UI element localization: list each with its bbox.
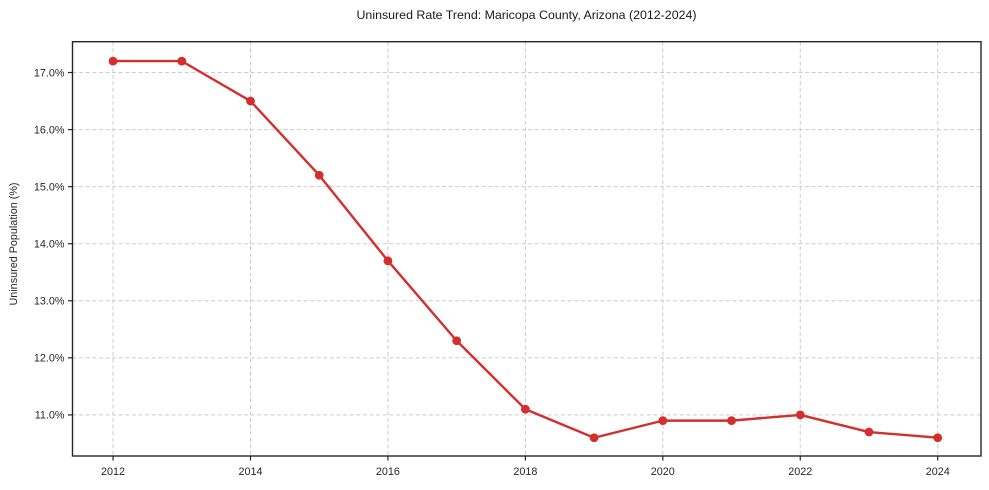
data-point-marker bbox=[314, 170, 324, 180]
y-tick-label: 14.0% bbox=[34, 239, 65, 251]
data-point-marker bbox=[246, 96, 255, 106]
chart-title: Uninsured Rate Trend: Maricopa County, A… bbox=[356, 8, 697, 22]
data-point-marker bbox=[933, 433, 943, 443]
x-tick-label: 2012 bbox=[101, 466, 125, 478]
data-point-marker bbox=[383, 256, 393, 266]
data-point-marker bbox=[658, 416, 668, 426]
x-tick-label: 2016 bbox=[376, 466, 400, 478]
x-tick-label: 2014 bbox=[238, 466, 262, 478]
x-tick-label: 2018 bbox=[513, 466, 537, 478]
y-tick-label: 11.0% bbox=[35, 410, 65, 422]
data-point-marker bbox=[108, 56, 118, 66]
x-tick-label: 2022 bbox=[788, 466, 812, 478]
y-tick-label: 16.0% bbox=[34, 124, 65, 136]
data-point-marker bbox=[727, 416, 736, 426]
x-tick-label: 2024 bbox=[926, 466, 950, 478]
x-tick-label: 2020 bbox=[651, 466, 675, 478]
y-tick-label: 13.0% bbox=[34, 296, 65, 308]
data-point-marker bbox=[452, 336, 462, 346]
data-point-marker bbox=[795, 410, 805, 420]
y-tick-label: 15.0% bbox=[34, 181, 65, 193]
data-point-marker bbox=[589, 433, 599, 443]
plot-border bbox=[71, 41, 982, 457]
data-point-marker bbox=[520, 404, 530, 414]
y-tick-label: 12.0% bbox=[34, 353, 65, 365]
y-tick-label: 17.0% bbox=[34, 67, 65, 79]
data-point-marker bbox=[864, 427, 874, 437]
data-point-marker bbox=[177, 56, 187, 66]
